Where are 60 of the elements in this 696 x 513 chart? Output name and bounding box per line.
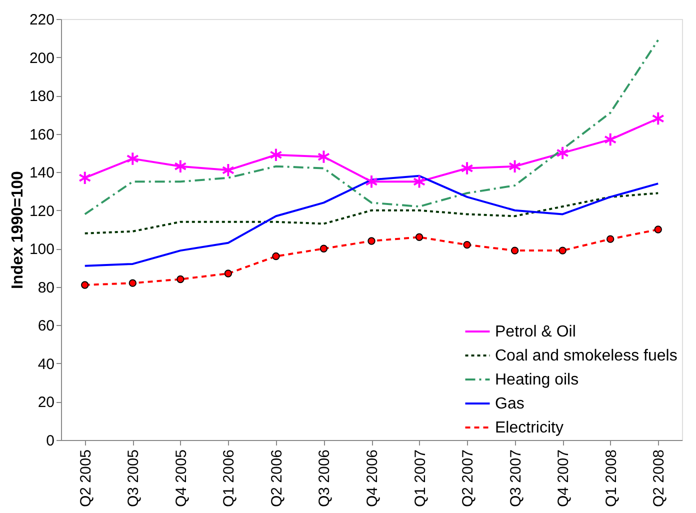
point — [558, 246, 566, 254]
point — [174, 159, 187, 174]
x-tick-label: Q3 2005 — [125, 450, 142, 508]
point — [126, 152, 139, 166]
y-tick-label: 120 — [29, 202, 54, 220]
y-tick-label: 140 — [29, 164, 54, 182]
point — [556, 146, 569, 160]
y-tick-label: 60 — [38, 318, 54, 335]
x-tick-label: Q1 2007 — [412, 450, 429, 508]
y-tick-label: 220 — [29, 12, 54, 28]
x-tick-label: Q2 2007 — [460, 450, 477, 508]
line-series — [84, 39, 660, 216]
y-tick-label: 100 — [29, 241, 54, 258]
x-tick-label: Q1 2006 — [220, 450, 238, 508]
point — [81, 281, 89, 289]
point — [272, 252, 280, 260]
point — [606, 235, 614, 243]
point — [365, 174, 378, 189]
x-tick-label: Q4 2006 — [364, 450, 381, 508]
legend-label: Electricity — [495, 420, 564, 436]
legend-label: Heating oils — [495, 372, 579, 388]
point — [317, 150, 330, 164]
point — [463, 240, 471, 249]
point — [224, 270, 232, 278]
y-axis-title: Index 1990=100 — [9, 170, 26, 289]
line-series — [84, 192, 660, 234]
point — [128, 279, 137, 287]
line-series — [84, 174, 660, 267]
point — [176, 275, 184, 284]
legend-label: Coal and smokeless fuels — [495, 348, 678, 364]
point — [460, 161, 474, 176]
x-tick-label: Q3 2006 — [316, 450, 334, 508]
point — [412, 174, 426, 189]
y-tick-label: 160 — [29, 126, 54, 144]
x-tick-label: Q3 2007 — [507, 450, 524, 508]
y-tick-label: 40 — [38, 356, 54, 373]
y-tick-label: 0 — [46, 432, 54, 450]
y-tick-label: 20 — [38, 394, 54, 412]
legend-label: Gas — [495, 396, 524, 412]
point — [320, 244, 328, 252]
y-tick-label: 200 — [29, 50, 54, 67]
x-tick-label: Q4 2005 — [172, 450, 190, 508]
point — [508, 159, 522, 174]
x-tick-label: Q1 2008 — [602, 450, 620, 508]
point — [270, 148, 282, 162]
point — [652, 111, 664, 126]
point — [78, 170, 92, 185]
y-tick-label: 80 — [38, 279, 54, 296]
y-tick-label: 180 — [29, 88, 54, 106]
point — [510, 246, 519, 254]
point — [604, 132, 617, 147]
x-tick-label: Q2 2008 — [650, 450, 668, 508]
x-tick-label: Q2 2005 — [77, 450, 94, 508]
point — [415, 233, 424, 241]
point — [654, 226, 662, 234]
point — [368, 237, 376, 245]
legend-label: Petrol & Oil — [495, 324, 576, 340]
x-tick-label: Q4 2007 — [555, 450, 572, 508]
x-tick-label: Q2 2006 — [268, 450, 286, 508]
point — [222, 163, 235, 178]
